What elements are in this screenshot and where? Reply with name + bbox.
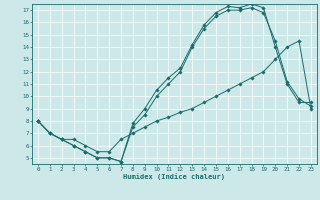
X-axis label: Humidex (Indice chaleur): Humidex (Indice chaleur) <box>124 173 225 180</box>
